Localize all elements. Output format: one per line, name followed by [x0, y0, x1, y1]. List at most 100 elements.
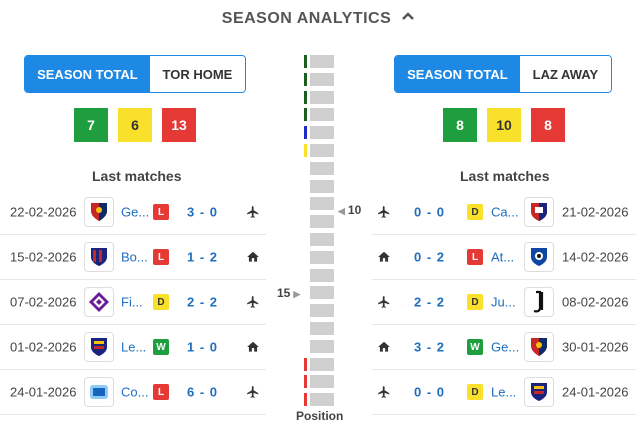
match-result-badge: D: [467, 204, 483, 220]
match-date: 24-01-2026: [10, 384, 77, 400]
left-toggle-group: SEASON TOTAL TOR HOME: [24, 55, 246, 93]
plane-icon: [245, 384, 261, 400]
match-score: 0 - 0: [414, 384, 446, 400]
position-slot: [310, 357, 334, 371]
right-match-row[interactable]: 24-01-2026 Le... D 0 - 0: [372, 370, 636, 415]
position-slot: [310, 268, 334, 282]
right-match-row[interactable]: 08-02-2026 Ju... D 2 - 2: [372, 280, 636, 325]
position-slot: [310, 322, 334, 335]
position-slot: [310, 197, 334, 211]
left-match-list: 22-02-2026 Ge... L 3 - 0 15-02-2026 Bo... L 1 -…: [0, 190, 266, 415]
match-score: 1 - 2: [187, 249, 219, 265]
left-match-row[interactable]: 24-01-2026 Co... L 6 - 0: [0, 370, 266, 415]
right-match-row[interactable]: 14-02-2026 At... L 0 - 2: [372, 235, 636, 280]
position-slot: [310, 375, 334, 389]
left-match-row[interactable]: 22-02-2026 Ge... L 3 - 0: [0, 190, 266, 235]
position-slot: [310, 55, 334, 68]
opponent-team-link[interactable]: At...: [491, 249, 515, 265]
match-score: 3 - 0: [187, 204, 219, 220]
match-result-badge: W: [153, 339, 169, 355]
match-date: 24-01-2026: [562, 384, 629, 400]
position-zone-marker: [304, 72, 307, 86]
right-match-list: 21-02-2026 Ca... D 0 - 0 14-02-2026 At... L 0 -…: [372, 190, 636, 415]
left-match-row[interactable]: 01-02-2026 Le... W 1 - 0: [0, 325, 266, 370]
opponent-team-link[interactable]: Ju...: [491, 294, 516, 310]
match-date: 07-02-2026: [10, 294, 77, 310]
right-toggle-group: SEASON TOTAL LAZ AWAY: [394, 55, 612, 93]
left-form-counts: 7 6 13: [74, 108, 196, 142]
position-slot: [310, 72, 334, 86]
match-score: 1 - 0: [187, 339, 219, 355]
season-analytics-title: SEASON ANALYTICS: [221, 10, 392, 27]
match-result-badge: D: [153, 294, 169, 310]
position-slot: [310, 339, 334, 353]
match-date: 21-02-2026: [562, 204, 629, 220]
como-crest-icon: [84, 377, 114, 407]
season-analytics-header[interactable]: SEASON ANALYTICS: [0, 10, 636, 28]
home-icon: [376, 249, 392, 265]
plane-icon: [376, 384, 392, 400]
right-match-row[interactable]: 30-01-2026 Ge... W 3 - 2: [372, 325, 636, 370]
plane-icon: [376, 204, 392, 220]
right-draws-count: 10: [487, 108, 521, 142]
match-result-badge: L: [153, 249, 169, 265]
position-slot: [310, 393, 334, 407]
left-wins-count: 7: [74, 108, 108, 142]
opponent-team-link[interactable]: Fi...: [121, 294, 143, 310]
right-away-button[interactable]: LAZ AWAY: [519, 56, 611, 92]
fiorentina-crest-icon: [84, 287, 114, 317]
position-slot: [310, 144, 334, 157]
position-slot: [310, 304, 334, 318]
position-slot: [310, 250, 334, 264]
left-team-position-label: 15 ▶: [277, 286, 301, 300]
opponent-team-link[interactable]: Ca...: [491, 204, 519, 220]
opponent-team-link[interactable]: Ge...: [121, 204, 150, 220]
home-icon: [245, 339, 261, 355]
match-result-badge: D: [467, 384, 483, 400]
position-slot: [310, 126, 334, 140]
right-season-total-button[interactable]: SEASON TOTAL: [395, 56, 520, 92]
match-date: 08-02-2026: [562, 294, 629, 310]
right-match-row[interactable]: 21-02-2026 Ca... D 0 - 0: [372, 190, 636, 235]
opponent-team-link[interactable]: Le...: [491, 384, 517, 400]
position-slot: [310, 179, 334, 193]
position-zone-marker: [304, 126, 307, 140]
left-losses-count: 13: [162, 108, 196, 142]
cagliari-crest-icon: [524, 197, 554, 227]
position-zone-marker: [304, 357, 307, 371]
match-result-badge: L: [153, 204, 169, 220]
position-slot: [310, 108, 334, 122]
match-score: 2 - 2: [187, 294, 219, 310]
position-slot: [310, 215, 334, 229]
genoa-crest-icon: [84, 197, 114, 227]
match-score: 0 - 2: [414, 249, 446, 265]
chevron-up-icon[interactable]: [402, 8, 415, 26]
match-score: 2 - 2: [414, 294, 446, 310]
plane-icon: [245, 294, 261, 310]
opponent-team-link[interactable]: Bo...: [121, 249, 148, 265]
left-last-matches-title: Last matches: [92, 168, 182, 184]
left-match-row[interactable]: 07-02-2026 Fi... D 2 - 2: [0, 280, 266, 325]
home-icon: [245, 249, 261, 265]
opponent-team-link[interactable]: Co...: [121, 384, 149, 400]
left-season-total-button[interactable]: SEASON TOTAL: [25, 56, 150, 92]
match-date: 14-02-2026: [562, 249, 629, 265]
position-slot: [310, 161, 334, 175]
match-result-badge: D: [467, 294, 483, 310]
position-slot: [310, 90, 334, 104]
right-team-position-label: ◀ 10: [338, 203, 362, 217]
left-home-button[interactable]: TOR HOME: [149, 56, 245, 92]
match-date: 01-02-2026: [10, 339, 77, 355]
lecce-crest-icon: [524, 377, 554, 407]
position-zone-marker: [304, 55, 307, 68]
opponent-team-link[interactable]: Ge...: [491, 339, 520, 355]
position-slot: [310, 233, 334, 246]
match-score: 6 - 0: [187, 384, 219, 400]
lecce-crest-icon: [84, 332, 114, 362]
right-last-matches-title: Last matches: [460, 168, 550, 184]
opponent-team-link[interactable]: Le...: [121, 339, 147, 355]
position-slot: [310, 286, 334, 300]
left-draws-count: 6: [118, 108, 152, 142]
left-match-row[interactable]: 15-02-2026 Bo... L 1 - 2: [0, 235, 266, 280]
atalanta-crest-icon: [524, 242, 554, 272]
